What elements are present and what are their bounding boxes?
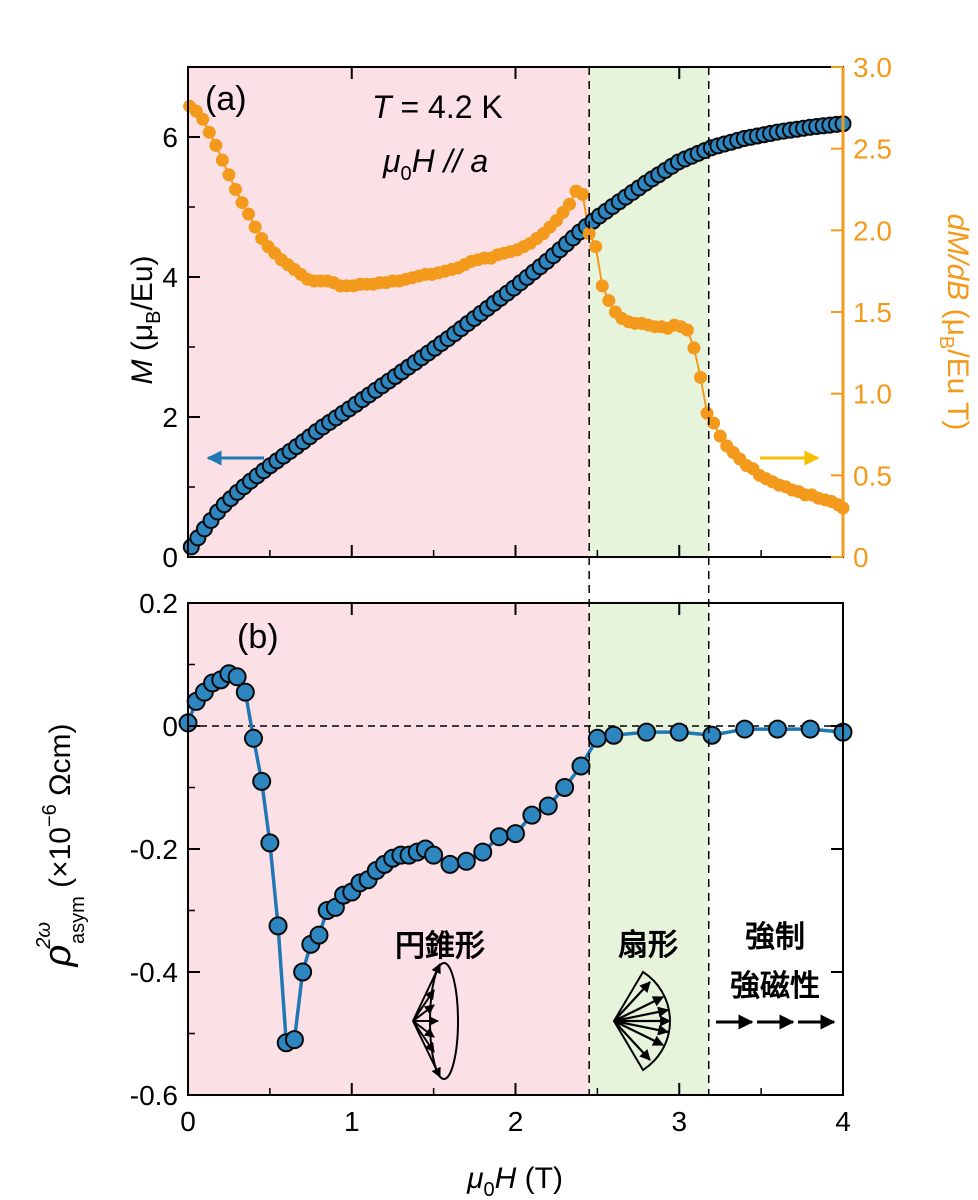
bottom-tick-label-b: 4 xyxy=(835,1106,851,1137)
right-tick-label-a: 2.0 xyxy=(853,215,892,246)
rho-point xyxy=(587,728,607,748)
phase-label-forced-ferro-2: 強磁性 xyxy=(730,969,820,1004)
phase-boundaries xyxy=(588,67,710,1095)
dmdb-point xyxy=(707,416,721,430)
rho-point xyxy=(227,667,247,687)
magnetization-series xyxy=(182,115,852,556)
dmdb-point xyxy=(235,196,249,210)
rho-point xyxy=(604,725,624,745)
dmdb-point xyxy=(694,370,708,384)
left-axis-label-b: ρ2ω asym (×10−6 Ωcm) xyxy=(33,723,89,967)
rho-series xyxy=(178,664,853,1053)
panel-label-b: (b) xyxy=(237,618,279,656)
top-axis-ticks-b xyxy=(187,603,844,615)
right-tick-label-a: 2.5 xyxy=(853,134,892,165)
right-tick-label-a: 3.0 xyxy=(853,52,892,83)
phase-label-conical: 円錐形 xyxy=(395,929,485,964)
left-axis-ticks-b: -0.6 -0.4 -0.2 0 0.2 xyxy=(130,588,843,1111)
dmdb-point xyxy=(576,187,590,201)
rho-point xyxy=(309,925,329,945)
bottom-tick-label-b: 2 xyxy=(508,1106,524,1137)
conical-phase-region-b xyxy=(188,603,590,1095)
left-tick-label-a: 0 xyxy=(162,542,178,573)
left-tick-label-b: -0.6 xyxy=(130,1080,178,1111)
fan-phase-region-a xyxy=(589,67,709,557)
field-direction-annotation: μ0H // a xyxy=(382,143,488,185)
conical-spin-diagram xyxy=(412,962,459,1080)
rho-point xyxy=(571,756,591,776)
right-axis-label-a: dM/dB (μB/Eu T) xyxy=(935,214,974,431)
rho-point xyxy=(768,719,787,739)
panel-b: -0.6 -0.4 -0.2 0 0.2 0 1 2 3 4 (b) ρ2ω asym (×10−… xyxy=(33,588,853,1200)
bottom-tick-label-b: 3 xyxy=(671,1106,687,1137)
left-tick-label-b: 0.2 xyxy=(139,588,178,619)
left-tick-label-a: 2 xyxy=(162,402,178,433)
left-tick-label-a: 6 xyxy=(162,122,178,153)
rho-point xyxy=(506,824,525,844)
rho-point xyxy=(669,722,689,742)
rho-point xyxy=(522,805,542,825)
dmdb-point xyxy=(215,153,229,167)
rho-point xyxy=(235,682,255,702)
bottom-axis-ticks-b: 0 1 2 3 4 xyxy=(180,1083,851,1137)
rho-point xyxy=(268,916,288,936)
dmdb-point xyxy=(582,227,596,241)
right-tick-label-a: 1.5 xyxy=(853,297,892,328)
dmdb-point xyxy=(589,240,603,254)
rho-point xyxy=(260,833,280,853)
dmdb-point xyxy=(602,294,616,308)
rho-point xyxy=(538,796,558,816)
dmdb-point xyxy=(687,341,701,355)
rho-point xyxy=(424,845,444,865)
right-tick-label-a: 1.0 xyxy=(853,379,892,410)
rho-point xyxy=(489,827,509,847)
dmdb-point xyxy=(209,138,223,152)
fan-spin-diagram xyxy=(612,970,672,1072)
right-tick-label-a: 0 xyxy=(853,542,869,573)
rho-point xyxy=(702,725,722,745)
dmdb-point xyxy=(202,125,216,139)
left-tick-label-a: 4 xyxy=(162,262,178,293)
dmdb-series xyxy=(183,99,850,515)
dmdb-point xyxy=(248,220,262,234)
phase-label-forced-ferro-1: 強制 xyxy=(745,920,805,955)
right-tick-label-a: 0.5 xyxy=(853,460,892,491)
bottom-tick-label-b: 0 xyxy=(180,1106,196,1137)
dmdb-point xyxy=(713,429,727,443)
panel-a: 0 2 4 6 0 0.5 1.0 1.5 2.0 2.5 3.0 (a) T = 4.2 K μ… xyxy=(126,52,974,573)
dmdb-point xyxy=(228,183,242,196)
dmdb-point xyxy=(680,323,694,337)
rho-point xyxy=(473,842,493,862)
temperature-annotation: T = 4.2 K xyxy=(372,89,503,125)
rho-point xyxy=(555,778,575,797)
left-tick-label-b: 0 xyxy=(162,711,178,742)
rho-point xyxy=(252,771,272,791)
dmdb-point xyxy=(700,406,714,420)
rho-point xyxy=(800,719,820,739)
panel-label-a: (a) xyxy=(205,80,247,118)
left-axis-ticks-a: 0 2 4 6 xyxy=(162,122,200,573)
rho-point xyxy=(244,728,263,748)
left-tick-label-b: -0.2 xyxy=(130,834,178,865)
rho-point xyxy=(456,851,476,871)
dmdb-point xyxy=(196,112,210,126)
rho-point xyxy=(293,962,313,982)
dmdb-point xyxy=(242,207,256,221)
rho-point xyxy=(735,719,755,739)
dmdb-point xyxy=(563,197,577,211)
right-axis-ticks-a: 0 0.5 1.0 1.5 2.0 2.5 3.0 xyxy=(831,52,892,573)
left-tick-label-b: -0.4 xyxy=(130,957,178,988)
rho-point xyxy=(637,722,656,742)
phase-label-fan: 扇形 xyxy=(618,928,678,963)
x-axis-label: μ0H (T) xyxy=(466,1162,563,1200)
bottom-tick-label-b: 1 xyxy=(344,1106,360,1137)
rho-point xyxy=(440,854,460,874)
dmdb-point xyxy=(595,279,609,293)
rho-point xyxy=(284,1030,304,1050)
left-axis-label-a: M (μB/Eu) xyxy=(126,256,165,385)
dmdb-point xyxy=(222,168,236,182)
